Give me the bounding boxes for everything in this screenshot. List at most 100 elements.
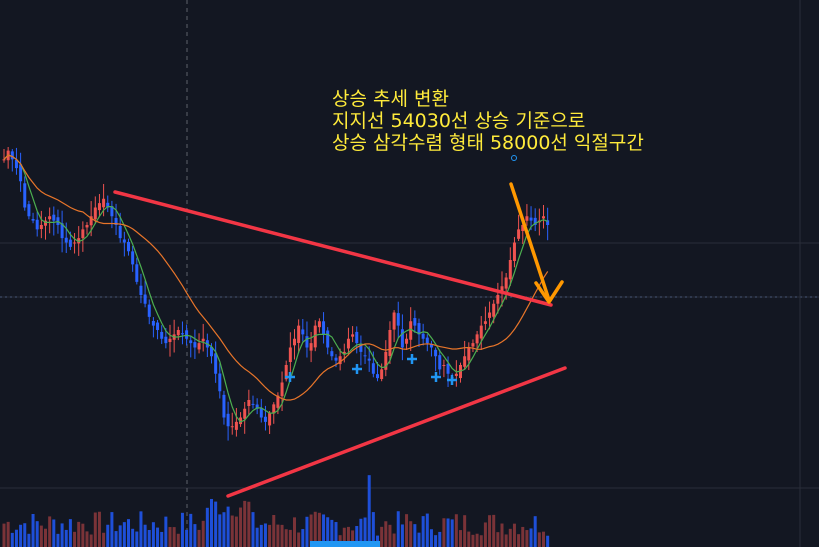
annotation-arrow[interactable]	[509, 182, 564, 304]
candle-body	[214, 353, 218, 374]
volume-bar	[251, 512, 255, 547]
volume-bar	[230, 515, 234, 547]
volume-bar	[127, 519, 130, 547]
candle-body	[483, 321, 487, 324]
candle-body	[371, 363, 375, 374]
volume-bar	[492, 514, 496, 547]
candle-body	[529, 217, 533, 221]
candle-body	[429, 344, 433, 348]
volume-bar	[546, 535, 550, 547]
volume-bar	[85, 531, 89, 547]
arrow-shaft	[509, 182, 551, 302]
volume-bar	[214, 501, 218, 547]
volume-bar	[409, 521, 413, 547]
candle-body	[488, 312, 492, 318]
candle-body	[93, 207, 97, 220]
candle-body	[44, 220, 47, 226]
candle-body	[438, 355, 442, 370]
candle-body	[542, 216, 545, 219]
volume-bar	[102, 532, 106, 547]
volume-bar	[301, 529, 305, 547]
candle-body	[405, 338, 409, 344]
candle-body	[168, 338, 172, 343]
volume-bar	[180, 512, 184, 547]
volume-highlight	[310, 541, 380, 547]
candle-body	[156, 322, 160, 330]
volume-bar	[218, 514, 222, 547]
candle-body	[226, 413, 230, 427]
candle-body	[546, 220, 550, 225]
plus-marker	[447, 375, 457, 385]
volume-bar	[475, 533, 479, 547]
candle-body	[367, 358, 371, 361]
candle-body	[180, 333, 184, 335]
candle-body	[193, 342, 197, 348]
volume-bar	[405, 514, 409, 547]
candle-body	[164, 336, 168, 344]
candle-body	[446, 363, 450, 374]
volume-bar	[459, 530, 462, 547]
trendlines[interactable]	[113, 190, 567, 498]
candle-body	[492, 303, 496, 317]
volume-bar	[425, 513, 429, 547]
candle-body	[471, 343, 475, 347]
volume-bar	[392, 533, 396, 547]
candle-body	[131, 251, 135, 265]
candle-body	[259, 408, 263, 418]
volume-bar	[44, 528, 47, 547]
volume-bars	[2, 475, 550, 547]
candle-body	[60, 223, 64, 239]
candle-body	[334, 357, 338, 361]
volume-bar	[276, 524, 280, 547]
candle-body	[533, 217, 537, 225]
candle-body	[376, 374, 379, 379]
volume-bar	[359, 518, 363, 547]
candle-body	[272, 404, 276, 414]
volume-bar	[147, 529, 151, 547]
volume-bar	[189, 513, 193, 547]
candle-body	[68, 239, 72, 247]
annotation-text[interactable]: 상승 추세 변환 지지선 54030선 상승 기준으로 상승 삼각수렴 형태 5…	[332, 88, 644, 154]
volume-bar	[342, 527, 346, 547]
candle-body	[52, 214, 56, 221]
volume-bar	[77, 521, 81, 547]
candle-body	[512, 242, 516, 261]
candle-body	[81, 229, 85, 239]
candle-body	[64, 237, 68, 243]
candle-body	[276, 395, 280, 408]
volume-bar	[438, 531, 442, 547]
candle-body	[185, 330, 189, 339]
candle-body	[297, 325, 301, 343]
candle-body	[97, 203, 101, 211]
candle-body	[508, 260, 512, 280]
volume-bar	[525, 530, 529, 547]
volume-bar	[234, 516, 238, 547]
candle-body	[342, 351, 346, 354]
volume-bar	[288, 529, 292, 547]
volume-bar	[31, 513, 35, 547]
candle-body	[434, 349, 438, 357]
volume-bar	[317, 512, 321, 547]
volume-bar	[388, 524, 392, 547]
candle-body	[147, 304, 151, 317]
volume-bar	[185, 529, 189, 547]
candle-body	[197, 343, 201, 350]
volume-bar	[330, 519, 334, 547]
volume-bar	[508, 528, 512, 547]
volume-bar	[313, 511, 317, 547]
candle-body	[409, 321, 413, 340]
volume-bar	[471, 534, 475, 547]
volume-bar	[247, 501, 251, 547]
volume-bar	[280, 524, 284, 547]
volume-bar	[263, 523, 267, 547]
volume-bar	[172, 527, 176, 547]
candle-body	[14, 159, 18, 169]
volume-bar	[512, 523, 516, 547]
volume-bar	[106, 524, 110, 547]
volume-bar	[542, 531, 545, 547]
candle-body	[176, 330, 180, 336]
candle-body	[110, 206, 114, 217]
volume-bar	[442, 518, 446, 547]
volume-bar	[533, 516, 537, 547]
